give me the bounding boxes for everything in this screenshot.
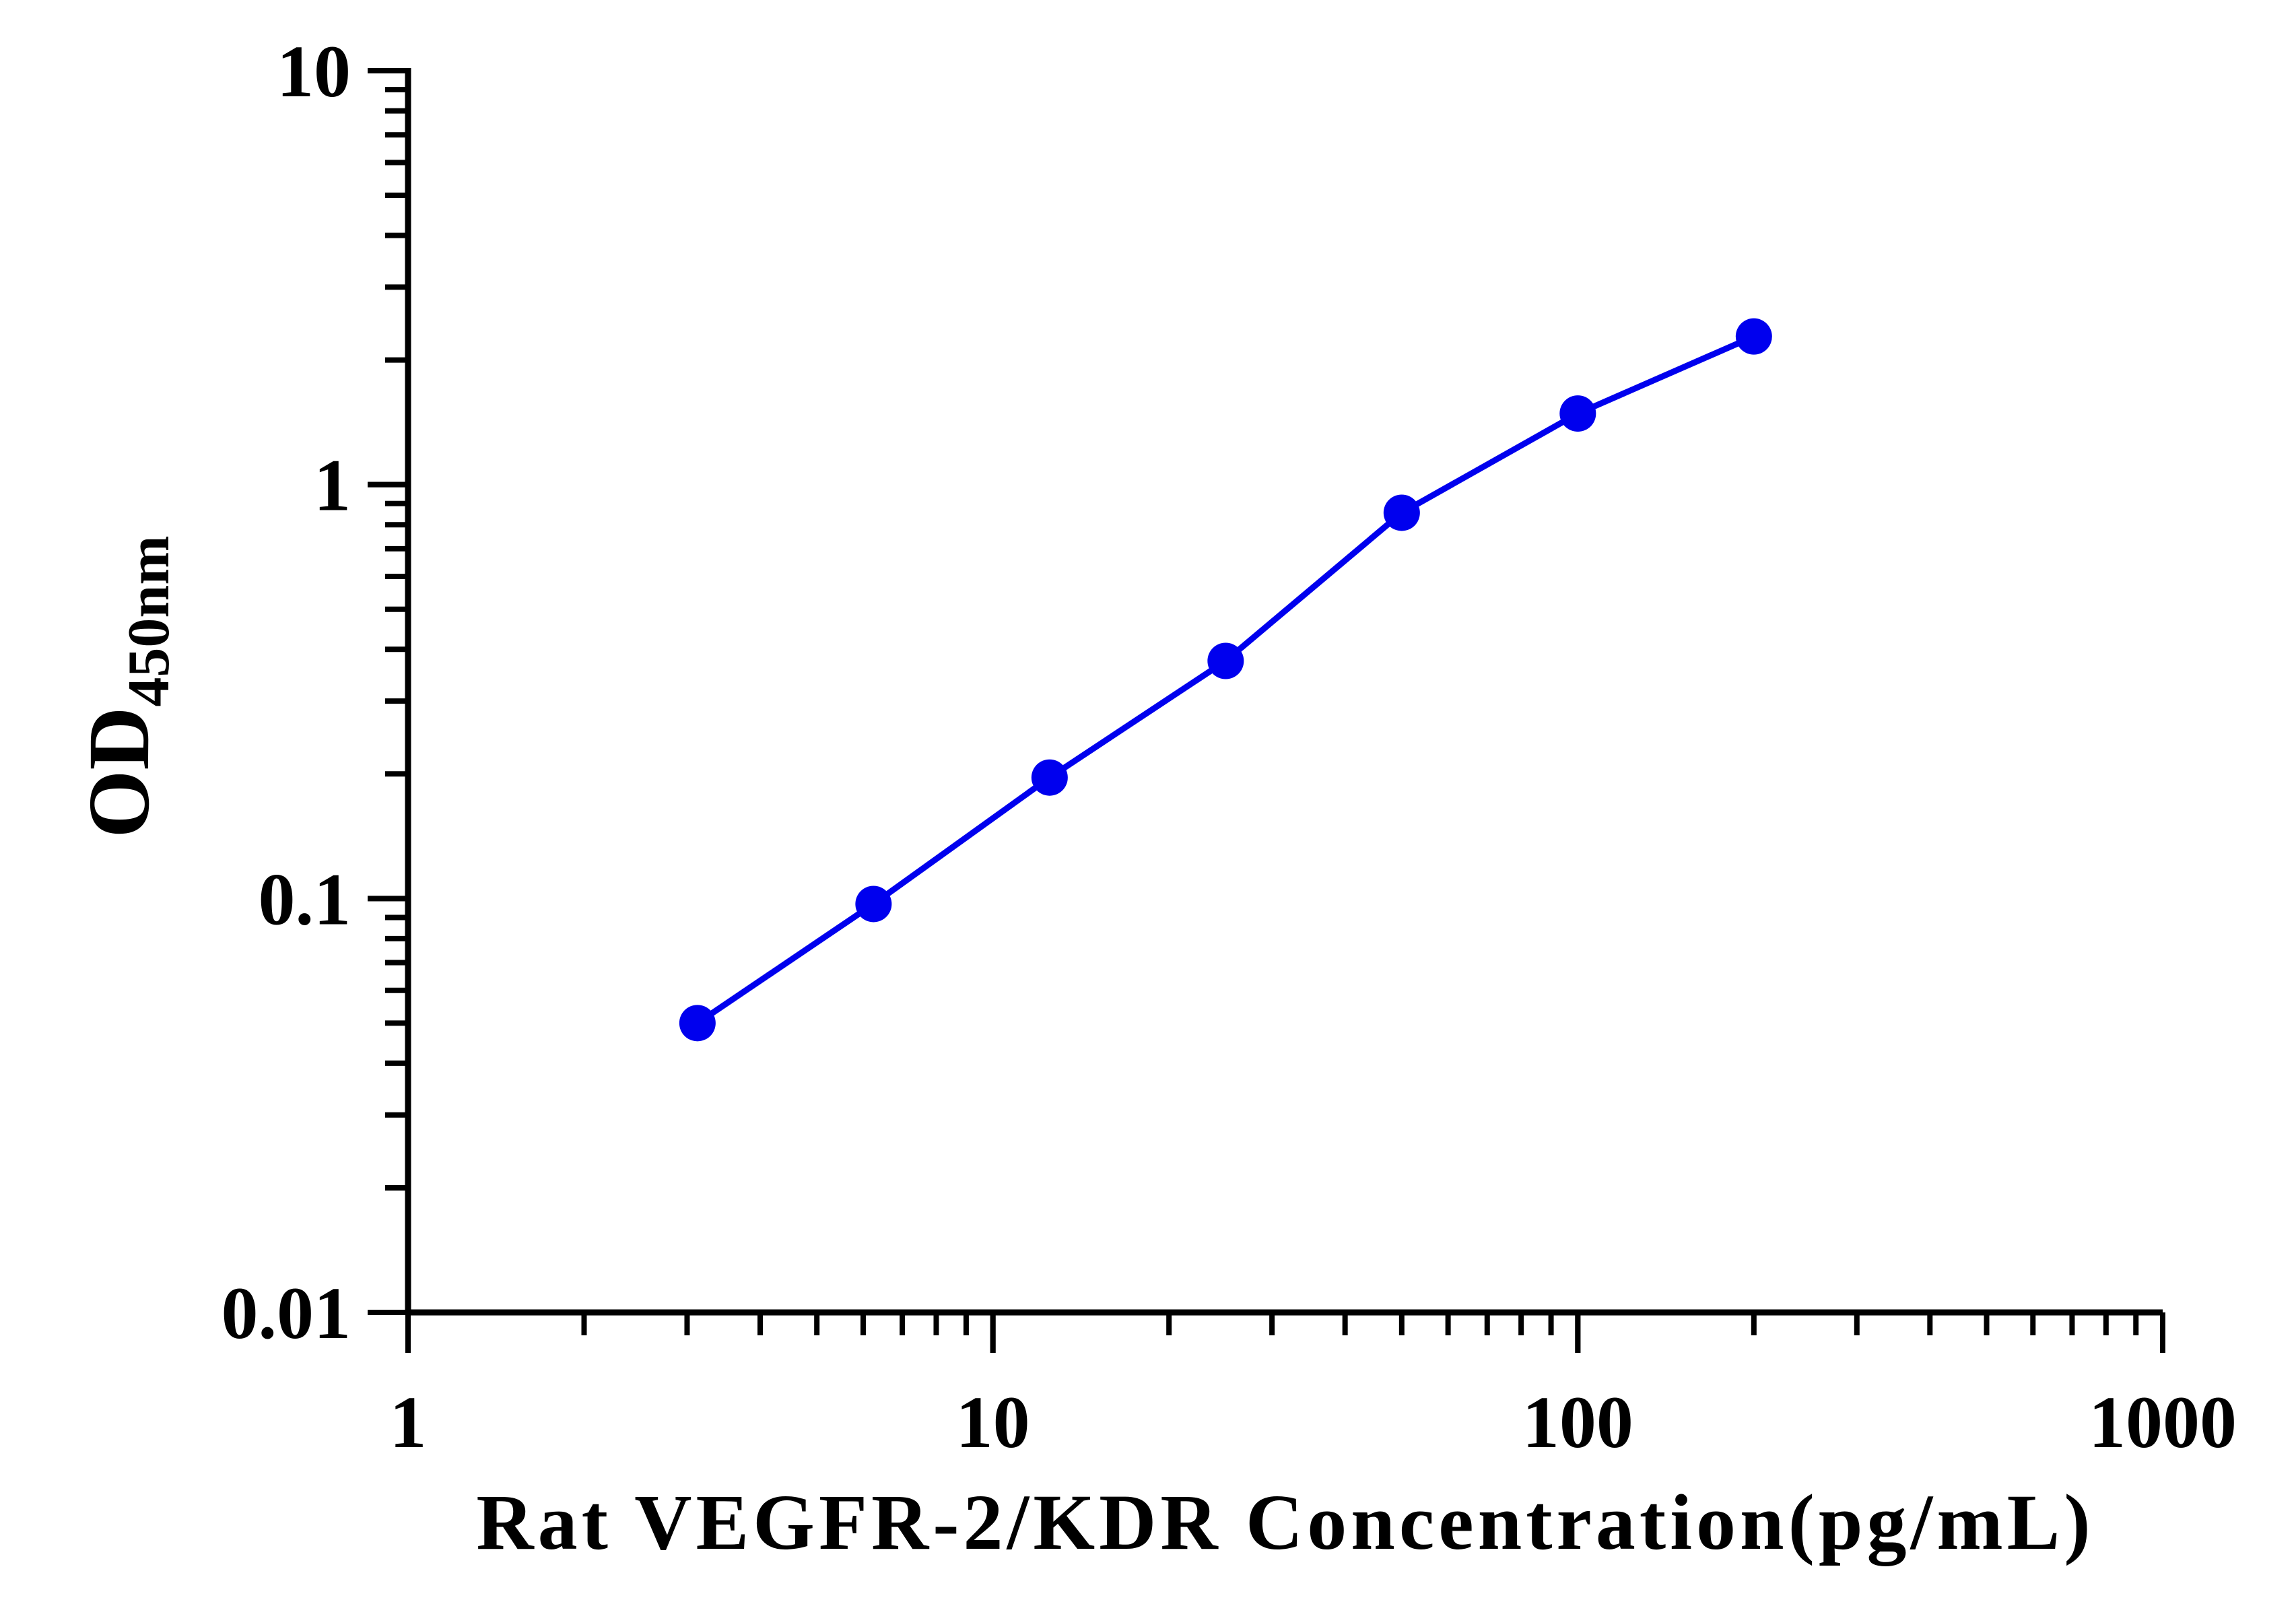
- data-point: [1031, 759, 1068, 796]
- x-tick-label: 10: [956, 1381, 1030, 1463]
- x-tick-label: 1000: [2089, 1381, 2237, 1463]
- y-tick-label: 0.1: [259, 858, 351, 940]
- data-point: [1383, 494, 1420, 531]
- x-tick-label: 100: [1522, 1381, 1633, 1463]
- data-point: [1735, 318, 1772, 355]
- series-group: [679, 318, 1772, 1042]
- y-tick-label: 1: [314, 444, 351, 527]
- series-line: [696, 333, 1755, 1026]
- x-axis-label: Rat VEGFR-2/KDR Concentration(pg/mL): [476, 1478, 2094, 1566]
- data-point: [1559, 395, 1596, 432]
- x-tick-label: 1: [390, 1381, 427, 1463]
- y-tick-label: 0.01: [222, 1272, 351, 1354]
- y-axis-label-subscript: 450nm: [116, 535, 182, 706]
- data-point: [855, 885, 892, 923]
- y-axis-label: OD450nm: [71, 535, 182, 838]
- data-point: [1207, 642, 1244, 679]
- data-point: [679, 1005, 716, 1042]
- y-axis-label-main: OD: [71, 707, 168, 838]
- y-tick-label: 10: [277, 30, 351, 112]
- axes: 1 10 100 1000 0.01 0.1 1 10: [222, 30, 2237, 1463]
